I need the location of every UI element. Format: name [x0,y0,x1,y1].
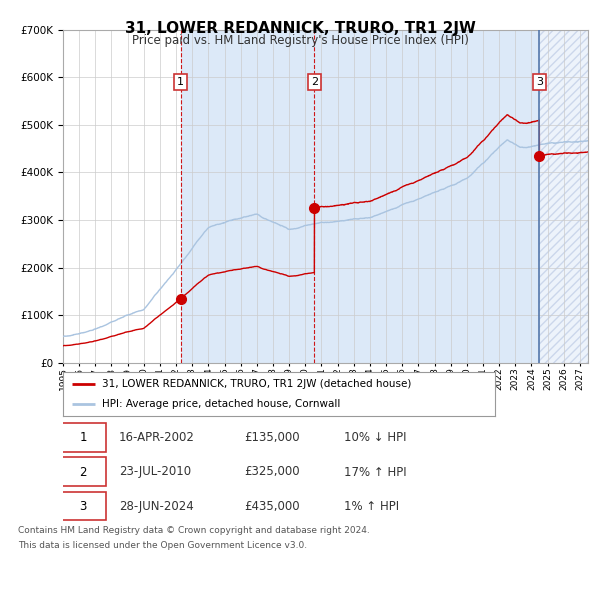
Text: 2: 2 [311,77,318,87]
FancyBboxPatch shape [61,457,106,486]
Text: Contains HM Land Registry data © Crown copyright and database right 2024.: Contains HM Land Registry data © Crown c… [18,526,370,535]
Text: 1: 1 [177,77,184,87]
Text: £325,000: £325,000 [244,466,300,478]
Text: 31, LOWER REDANNICK, TRURO, TR1 2JW (detached house): 31, LOWER REDANNICK, TRURO, TR1 2JW (det… [102,379,411,389]
Bar [539,30,588,363]
Bar [181,30,539,363]
Text: This data is licensed under the Open Government Licence v3.0.: This data is licensed under the Open Gov… [18,541,307,550]
Text: 2: 2 [80,466,87,478]
Text: 1% ↑ HPI: 1% ↑ HPI [344,500,399,513]
Text: £135,000: £135,000 [244,431,300,444]
FancyBboxPatch shape [61,423,106,452]
Text: 3: 3 [80,500,87,513]
FancyBboxPatch shape [61,491,106,520]
Text: 16-APR-2002: 16-APR-2002 [119,431,195,444]
Text: 1: 1 [80,431,87,444]
Text: HPI: Average price, detached house, Cornwall: HPI: Average price, detached house, Corn… [102,399,340,409]
Text: 28-JUN-2024: 28-JUN-2024 [119,500,194,513]
Text: 23-JUL-2010: 23-JUL-2010 [119,466,191,478]
Text: 17% ↑ HPI: 17% ↑ HPI [344,466,406,478]
Text: £435,000: £435,000 [244,500,300,513]
Text: 31, LOWER REDANNICK, TRURO, TR1 2JW: 31, LOWER REDANNICK, TRURO, TR1 2JW [125,21,475,35]
Text: 3: 3 [536,77,543,87]
Text: 10% ↓ HPI: 10% ↓ HPI [344,431,406,444]
Text: Price paid vs. HM Land Registry's House Price Index (HPI): Price paid vs. HM Land Registry's House … [131,34,469,47]
